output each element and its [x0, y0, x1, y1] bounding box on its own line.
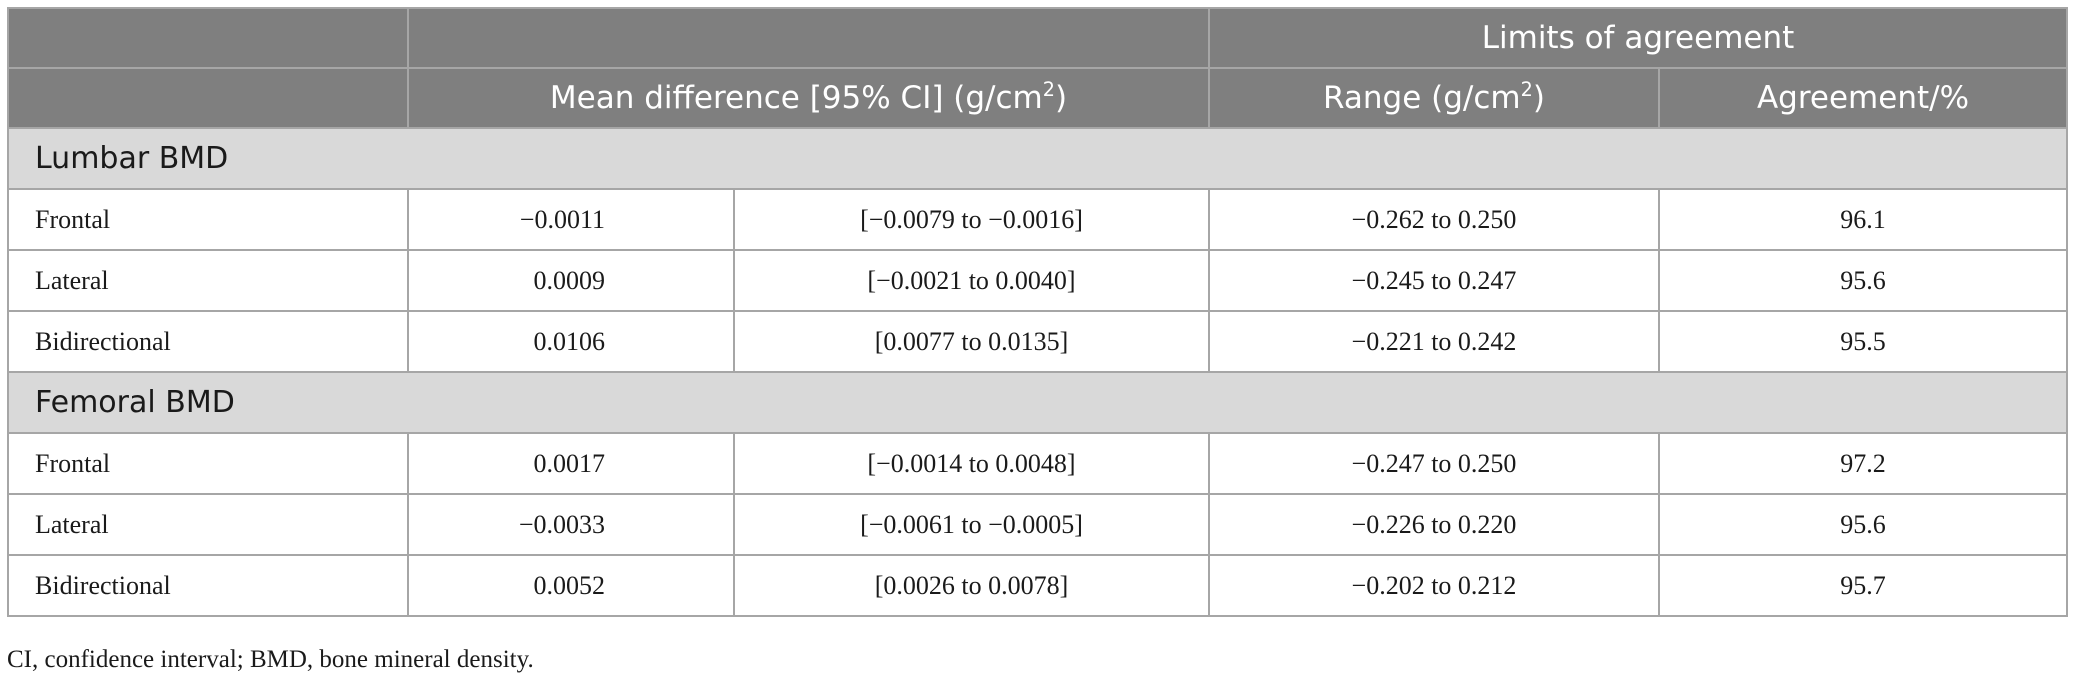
agreement-cell: 97.2 — [1657, 432, 2069, 495]
header-range: Range (g/cm2) — [1208, 67, 1660, 129]
table-wrapper: Limits of agreement Mean difference [95%… — [6, 7, 2069, 617]
range-cell: −0.262 to 0.250 — [1208, 188, 1660, 251]
table-row: Frontal 0.0017 [−0.0014 to 0.0048] −0.24… — [7, 432, 2069, 495]
mean-difference-cell: 0.0009 — [407, 249, 735, 312]
table-row: Lateral 0.0009 [−0.0021 to 0.0040] −0.24… — [7, 249, 2069, 312]
ci-cell: [−0.0021 to 0.0040] — [733, 249, 1210, 312]
mean-difference-cell: 0.0017 — [407, 432, 735, 495]
header-mean-difference-text: Mean difference [95% CI] (g/cm — [549, 80, 1043, 116]
agreement-cell: 95.6 — [1657, 493, 2069, 556]
row-label: Lateral — [7, 493, 409, 556]
row-label: Lateral — [7, 249, 409, 312]
row-label: Frontal — [7, 432, 409, 495]
table-footnote: CI, confidence interval; BMD, bone miner… — [7, 646, 534, 673]
header-range-sup: 2 — [1520, 78, 1533, 102]
agreement-cell: 95.6 — [1657, 249, 2069, 312]
range-cell: −0.221 to 0.242 — [1208, 310, 1660, 373]
row-label: Bidirectional — [7, 554, 409, 617]
header-blank-cell — [7, 7, 409, 69]
range-cell: −0.202 to 0.212 — [1208, 554, 1660, 617]
ci-cell: [0.0026 to 0.0078] — [733, 554, 1210, 617]
header-blank-cell-2 — [7, 67, 409, 129]
mean-difference-cell: −0.0033 — [407, 493, 735, 556]
section-title: Femoral BMD — [6, 371, 2069, 434]
agreement-cell: 96.1 — [1657, 188, 2069, 251]
range-cell: −0.247 to 0.250 — [1208, 432, 1660, 495]
mean-difference-cell: −0.0011 — [407, 188, 735, 251]
section-row-lumbar: Lumbar BMD — [6, 127, 2069, 190]
agreement-cell: 95.5 — [1657, 310, 2069, 373]
table-body: Lumbar BMD Frontal −0.0011 [−0.0079 to −… — [6, 127, 2069, 617]
header-mean-difference: Mean difference [95% CI] (g/cm2) — [407, 67, 1210, 129]
header-limits-of-agreement: Limits of agreement — [1207, 7, 2069, 69]
table-row: Frontal −0.0011 [−0.0079 to −0.0016] −0.… — [7, 188, 2069, 251]
mean-difference-cell: 0.0106 — [407, 310, 735, 373]
ci-cell: [−0.0061 to −0.0005] — [733, 493, 1210, 556]
range-cell: −0.245 to 0.247 — [1208, 249, 1660, 312]
section-row-femoral: Femoral BMD — [6, 371, 2069, 434]
table-row: Lateral −0.0033 [−0.0061 to −0.0005] −0.… — [7, 493, 2069, 556]
header-blank-span-cell — [407, 7, 1210, 69]
table-header: Limits of agreement Mean difference [95%… — [7, 7, 2069, 129]
section-title: Lumbar BMD — [6, 127, 2069, 190]
header-range-close: ) — [1532, 80, 1545, 116]
table-row: Bidirectional 0.0106 [0.0077 to 0.0135] … — [7, 310, 2069, 373]
agreement-table: Limits of agreement Mean difference [95%… — [6, 7, 2069, 617]
ci-cell: [0.0077 to 0.0135] — [733, 310, 1210, 373]
mean-difference-cell: 0.0052 — [407, 554, 735, 617]
ci-cell: [−0.0079 to −0.0016] — [733, 188, 1210, 251]
header-range-text: Range (g/cm — [1323, 80, 1521, 116]
range-cell: −0.226 to 0.220 — [1208, 493, 1660, 556]
agreement-cell: 95.7 — [1657, 554, 2069, 617]
table-row: Bidirectional 0.0052 [0.0026 to 0.0078] … — [7, 554, 2069, 617]
row-label: Frontal — [7, 188, 409, 251]
header-row-top: Limits of agreement — [7, 7, 2069, 69]
row-label: Bidirectional — [7, 310, 409, 373]
header-row-bottom: Mean difference [95% CI] (g/cm2) Range (… — [7, 67, 2069, 129]
header-mean-difference-close: ) — [1054, 80, 1068, 116]
header-agreement: Agreement/% — [1657, 67, 2069, 129]
ci-cell: [−0.0014 to 0.0048] — [733, 432, 1210, 495]
header-mean-difference-sup: 2 — [1042, 78, 1055, 102]
